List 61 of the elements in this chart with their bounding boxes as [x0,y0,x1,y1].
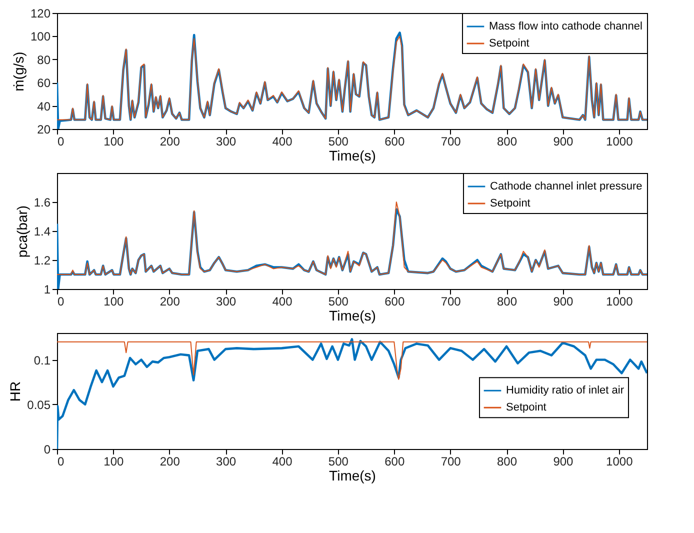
legend-label: Cathode channel inlet pressure [490,180,642,192]
y-tick-label: 1.4 [34,224,51,238]
y-tick-label: 60 [37,76,51,90]
y-tick-label: 1.6 [34,196,51,210]
line-series [57,338,647,449]
x-tick-label: 700 [440,454,462,468]
x-tick-label: 100 [104,454,124,468]
x-tick-label: 500 [328,294,349,308]
y-tick-label: 1 [44,282,51,296]
x-tick-label: 800 [497,294,518,308]
x-tick-label: 400 [272,454,293,468]
x-tick-label: 0 [58,294,64,308]
line-series [57,208,647,289]
x-tick-label: 1000 [606,134,634,148]
x-tick-label: 700 [440,294,462,308]
x-tick-label: 300 [216,454,236,468]
x-tick-label: 300 [216,294,236,308]
x-tick-label: 800 [497,134,518,148]
y-tick-label: 120 [30,6,51,20]
x-tick-label: 200 [160,134,180,148]
y-axis-title: ṁ(g/s) [10,52,26,92]
x-tick-label: 800 [497,454,518,468]
y-tick-label: 0.05 [27,398,51,412]
x-tick-label: 200 [160,454,180,468]
y-tick-label: 20 [37,122,51,136]
x-tick-label: 1000 [606,294,634,308]
x-tick-label: 0 [58,454,64,468]
x-axis-title: Time(s) [329,308,376,324]
x-tick-label: 900 [553,134,574,148]
x-tick-label: 0 [58,134,64,148]
y-tick-label: 100 [30,30,51,44]
y-tick-label: 0.1 [34,353,51,368]
x-tick-label: 700 [440,134,462,148]
x-tick-label: 500 [328,134,349,148]
legend-label: Mass flow into cathode channel [489,20,642,32]
y-tick-label: 0 [44,442,51,456]
y-axis-title: HR [7,381,24,402]
x-tick-label: 600 [384,134,405,148]
legend-label: Setpoint [489,38,530,50]
x-tick-label: 1000 [606,454,634,468]
x-tick-label: 600 [384,454,405,468]
y-tick-label: 40 [37,99,51,114]
x-tick-label: 100 [104,134,124,148]
x-tick-label: 100 [104,294,124,308]
x-tick-label: 600 [384,294,405,308]
x-tick-label: 900 [553,294,574,308]
y-tick-label: 1.2 [34,254,51,268]
x-tick-label: 200 [160,294,180,308]
x-axis-title: Time(s) [329,148,376,164]
y-tick-label: 80 [37,52,51,67]
x-tick-label: 400 [272,294,293,308]
x-axis-title: Time(s) [329,468,376,484]
legend-label: Humidity ratio of inlet air [506,384,624,397]
y-axis-title: pca(bar) [14,205,30,258]
legend-label: Setpoint [506,402,546,414]
legend-label: Setpoint [490,198,530,210]
x-tick-label: 900 [553,454,574,468]
x-tick-label: 300 [216,134,236,148]
x-tick-label: 400 [272,134,293,148]
x-tick-label: 500 [328,454,349,468]
line-series [57,341,647,380]
